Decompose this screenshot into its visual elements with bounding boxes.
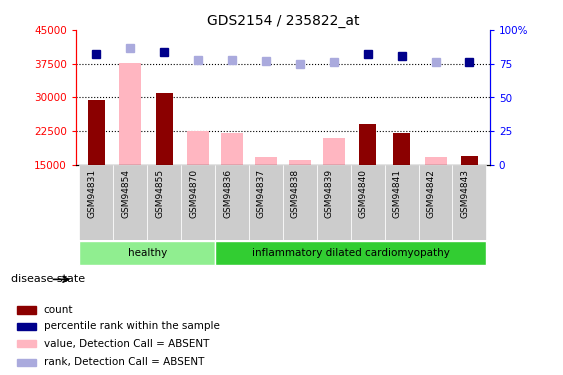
Bar	[461, 156, 478, 165]
Bar	[181, 165, 215, 240]
Bar	[119, 63, 141, 165]
Bar	[79, 165, 113, 240]
Text: GSM94855: GSM94855	[155, 169, 164, 218]
Text: healthy: healthy	[128, 248, 167, 258]
Bar	[156, 93, 173, 165]
Text: disease state: disease state	[11, 274, 86, 284]
Text: GSM94836: GSM94836	[223, 169, 232, 218]
Text: GSM94870: GSM94870	[189, 169, 198, 218]
Text: GSM94837: GSM94837	[257, 169, 266, 218]
Bar	[249, 165, 283, 240]
Text: GSM94840: GSM94840	[359, 169, 368, 218]
Text: percentile rank within the sample: percentile rank within the sample	[44, 321, 220, 331]
Bar	[255, 158, 277, 165]
Bar	[88, 100, 105, 165]
Bar	[317, 165, 351, 240]
Text: GSM94831: GSM94831	[87, 169, 96, 218]
Text: count: count	[44, 305, 73, 315]
Bar	[148, 165, 181, 240]
Text: GSM94839: GSM94839	[325, 169, 334, 218]
Text: GSM94854: GSM94854	[121, 169, 130, 218]
Bar	[17, 358, 35, 366]
Bar	[425, 157, 446, 165]
Bar	[215, 242, 486, 265]
Bar	[17, 340, 35, 347]
Bar	[323, 138, 345, 165]
Bar	[385, 165, 418, 240]
Bar	[289, 160, 311, 165]
Text: GSM94843: GSM94843	[461, 169, 470, 218]
Bar	[393, 134, 410, 165]
Bar	[283, 165, 317, 240]
Text: GSM94842: GSM94842	[427, 169, 436, 217]
Bar	[359, 124, 376, 165]
Text: GSM94838: GSM94838	[291, 169, 300, 218]
Bar	[79, 242, 215, 265]
Bar	[418, 165, 453, 240]
Text: rank, Detection Call = ABSENT: rank, Detection Call = ABSENT	[44, 357, 204, 367]
Text: inflammatory dilated cardiomyopathy: inflammatory dilated cardiomyopathy	[252, 248, 450, 258]
Bar	[453, 165, 486, 240]
Text: GSM94841: GSM94841	[392, 169, 401, 218]
Bar	[221, 134, 243, 165]
Title: GDS2154 / 235822_at: GDS2154 / 235822_at	[207, 13, 359, 28]
Bar	[187, 131, 209, 165]
Bar	[17, 322, 35, 330]
Bar	[17, 306, 35, 314]
Bar	[215, 165, 249, 240]
Bar	[351, 165, 385, 240]
Text: value, Detection Call = ABSENT: value, Detection Call = ABSENT	[44, 339, 209, 348]
Bar	[113, 165, 148, 240]
